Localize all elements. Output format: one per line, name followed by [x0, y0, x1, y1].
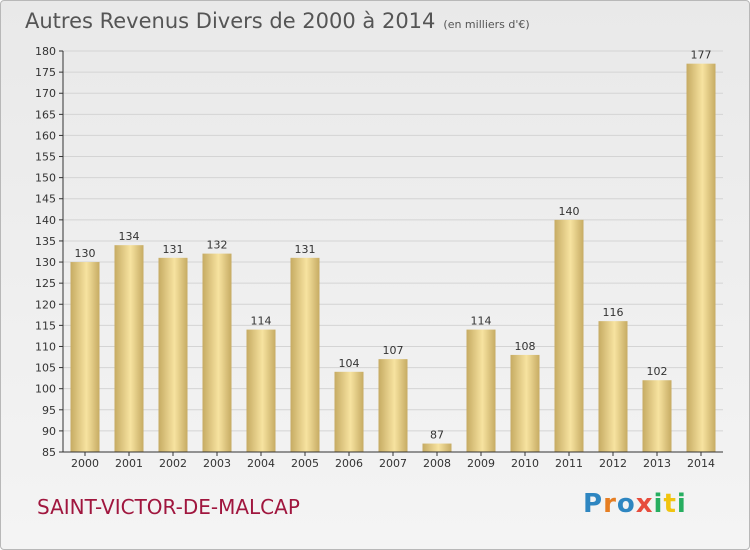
- logo-letter: i: [653, 489, 664, 519]
- y-tick-label: 105: [35, 362, 56, 375]
- bar-2010: [510, 354, 540, 452]
- bar-2012: [598, 321, 628, 452]
- x-tick-label: 2014: [687, 457, 715, 470]
- labels: 130 134 131 132 114 131 104 107 87 114 108 140 116 10…: [75, 49, 712, 442]
- x-tick-label: 2006: [335, 457, 363, 470]
- y-tick-label: 125: [35, 277, 56, 290]
- y-tick-label: 145: [35, 193, 56, 206]
- bar-2009: [466, 329, 496, 452]
- x-tick-label: 2010: [511, 457, 539, 470]
- y-tick-label: 130: [35, 256, 56, 269]
- x-tick-label: 2008: [423, 457, 451, 470]
- data-label-2003: 132: [207, 239, 228, 252]
- bar-2008: [422, 443, 452, 452]
- x-tick-label: 2007: [379, 457, 407, 470]
- chart-title: Autres Revenus Divers de 2000 à 2014 (en …: [25, 9, 530, 33]
- y-tick-label: 100: [35, 383, 56, 396]
- bar-2014: [686, 63, 716, 453]
- bar-2005: [290, 257, 320, 452]
- y-tick-label: 175: [35, 66, 56, 79]
- data-label-2001: 134: [119, 230, 140, 243]
- x-tick-label: 2012: [599, 457, 627, 470]
- y-tick-label: 115: [35, 319, 56, 332]
- y-tick-label: 120: [35, 298, 56, 311]
- bar-2002: [158, 257, 188, 452]
- data-label-2007: 107: [383, 344, 404, 357]
- y-tick-label: 180: [35, 45, 56, 58]
- data-label-2006: 104: [339, 357, 360, 370]
- x-tick-label: 2003: [203, 457, 231, 470]
- x-tick-label: 2004: [247, 457, 275, 470]
- data-label-2009: 114: [471, 315, 492, 328]
- bar-2000: [70, 262, 100, 452]
- logo-letter: x: [635, 489, 654, 519]
- y-tick-label: 90: [42, 425, 56, 438]
- x-tick-label: 2013: [643, 457, 671, 470]
- bars: [70, 63, 716, 453]
- y-tick-label: 140: [35, 214, 56, 227]
- logo-letter: i: [676, 489, 687, 519]
- data-label-2008: 87: [430, 429, 444, 442]
- chart-unit: (en milliers d'€): [443, 18, 530, 31]
- y-tick-label: 165: [35, 108, 56, 121]
- data-label-2013: 102: [647, 365, 668, 378]
- y-tick-label: 170: [35, 87, 56, 100]
- y-tick-label: 110: [35, 340, 56, 353]
- bar-2004: [246, 329, 276, 452]
- data-label-2011: 140: [559, 205, 580, 218]
- proxiti-logo: Proxiti: [583, 489, 687, 519]
- data-label-2004: 114: [251, 315, 272, 328]
- y-tick-label: 160: [35, 129, 56, 142]
- bar-2006: [334, 371, 364, 452]
- y-tick-label: 155: [35, 151, 56, 164]
- logo-letter: P: [583, 489, 604, 519]
- x-tick-label: 2000: [71, 457, 99, 470]
- y-tick-label: 150: [35, 172, 56, 185]
- town-name: SAINT-VICTOR-DE-MALCAP: [37, 495, 300, 519]
- y-tick-label: 85: [42, 446, 56, 459]
- logo-letter: o: [616, 489, 636, 519]
- bar-2007: [378, 359, 408, 452]
- data-label-2002: 131: [163, 243, 184, 256]
- data-label-2012: 116: [603, 306, 624, 319]
- bar-2013: [642, 380, 672, 452]
- logo-letter: r: [603, 489, 617, 519]
- bar-2001: [114, 245, 144, 452]
- data-label-2010: 108: [515, 340, 536, 353]
- x-tick-label: 2002: [159, 457, 187, 470]
- bar-2011: [554, 219, 584, 452]
- data-label-2014: 177: [691, 49, 712, 62]
- x-tick-label: 2011: [555, 457, 583, 470]
- x-tick-label: 2005: [291, 457, 319, 470]
- bar-2003: [202, 253, 232, 452]
- y-tick-label: 95: [42, 404, 56, 417]
- data-label-2005: 131: [295, 243, 316, 256]
- chart-title-text: Autres Revenus Divers de 2000 à 2014: [25, 9, 436, 33]
- x-tick-label: 2009: [467, 457, 495, 470]
- y-tick-label: 135: [35, 235, 56, 248]
- logo-letter: t: [663, 489, 677, 519]
- axes: 85 90 95 100 105 110 115 120 125 130 135 140 145 150 1…: [35, 45, 723, 470]
- x-tick-label: 2001: [115, 457, 143, 470]
- data-label-2000: 130: [75, 247, 96, 260]
